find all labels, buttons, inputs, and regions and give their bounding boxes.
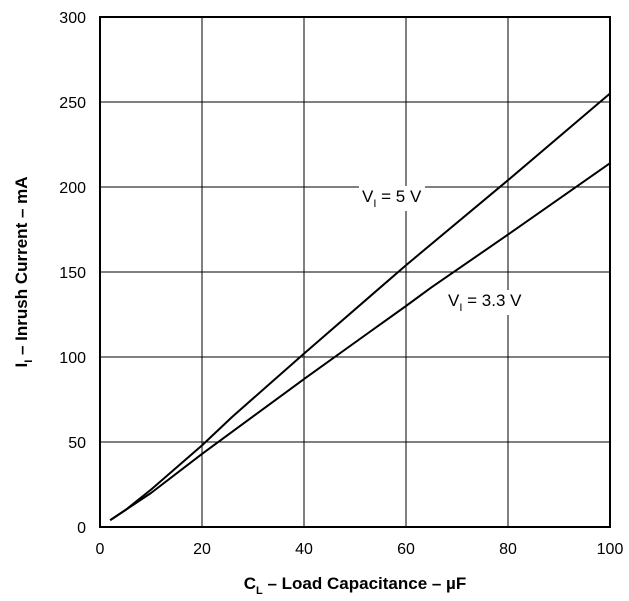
- x-tick-label: 100: [597, 541, 624, 558]
- x-axis-title-main: C: [244, 574, 256, 593]
- annotation-3v3-main: V: [448, 291, 460, 310]
- y-axis-title-main: I: [12, 363, 31, 368]
- x-tick-labels: 0 20 40 60 80 100: [96, 541, 624, 558]
- x-tick-label: 80: [499, 541, 517, 558]
- series-lines: [109, 92, 611, 522]
- annotation-5v-main: V: [362, 187, 374, 206]
- y-tick-label: 100: [59, 350, 86, 367]
- x-axis-title-rest: – Load Capacitance – µF: [263, 574, 466, 593]
- series-line-5v: [109, 92, 611, 522]
- series-line-3v3: [109, 162, 611, 522]
- y-tick-label: 50: [68, 435, 86, 452]
- y-tick-label: 200: [59, 180, 86, 197]
- annotation-5v-rest: = 5 V: [376, 187, 422, 206]
- annotation-3v3-rest: = 3.3 V: [462, 291, 522, 310]
- annotation-5v-sub: I: [373, 198, 376, 210]
- y-axis-title: II – Inrush Current – mA: [12, 176, 35, 367]
- x-tick-label: 0: [96, 541, 105, 558]
- y-tick-label: 0: [77, 520, 86, 537]
- y-tick-label: 300: [59, 10, 86, 27]
- x-axis-title: CL – Load Capacitance – µF: [244, 574, 466, 597]
- x-tick-label: 20: [193, 541, 211, 558]
- annotation-5v-background: [359, 186, 425, 211]
- y-tick-label: 150: [59, 265, 86, 282]
- annotation-3v3: VI = 3.3 V: [448, 291, 522, 314]
- y-tick-label: 250: [59, 95, 86, 112]
- x-tick-label: 60: [397, 541, 415, 558]
- annotation-3v3-sub: I: [459, 302, 462, 314]
- y-tick-labels: 0 50 100 150 200 250 300: [59, 10, 86, 537]
- plot-frame: [99, 16, 611, 528]
- annotation-5v: VI = 5 V: [362, 187, 422, 210]
- x-tick-label: 40: [295, 541, 313, 558]
- y-axis-title-sub: I: [23, 360, 35, 363]
- x-axis-title-sub: L: [256, 585, 263, 597]
- grid-lines: [99, 16, 611, 528]
- annotation-3v3-background: [445, 290, 526, 315]
- y-axis-title-rest: – Inrush Current – mA: [12, 176, 31, 359]
